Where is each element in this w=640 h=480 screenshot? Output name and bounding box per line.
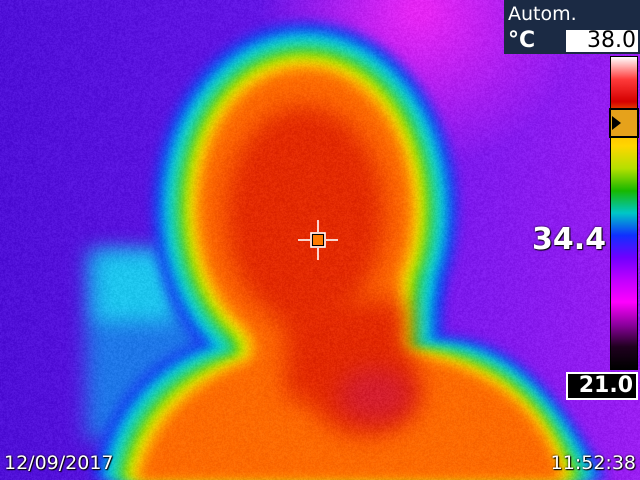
color-scale-bar[interactable] xyxy=(610,56,638,370)
spot-temperature: 34.4 xyxy=(520,222,606,257)
scale-max-value[interactable]: 38.0 xyxy=(566,30,638,52)
temperature-unit: °C xyxy=(508,28,535,54)
date-stamp: 12/09/2017 xyxy=(4,452,114,474)
spot-crosshair-icon[interactable] xyxy=(298,220,338,260)
range-mode-label[interactable]: Autom. xyxy=(504,0,640,28)
scale-min-value[interactable]: 21.0 xyxy=(566,372,638,400)
triangle-pointer-icon xyxy=(612,116,621,130)
time-stamp: 11:52:38 xyxy=(551,452,636,474)
scale-marker-icon[interactable] xyxy=(609,108,639,138)
